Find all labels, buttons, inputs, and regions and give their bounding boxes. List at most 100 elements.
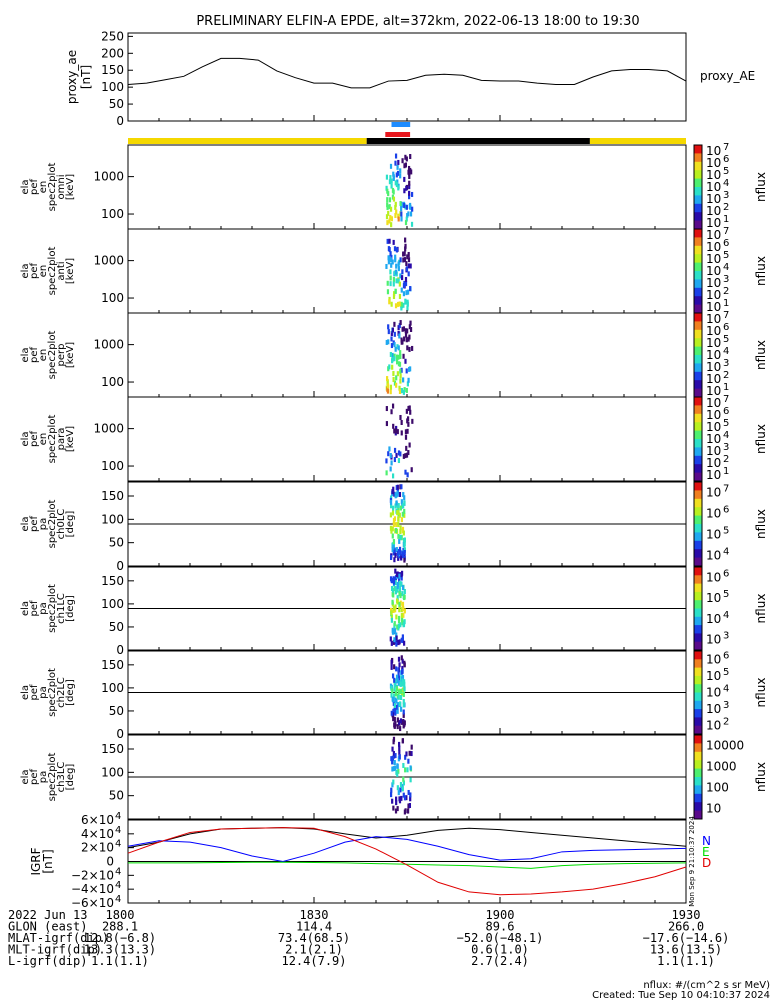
spectrogram-pixel [393, 677, 396, 683]
spectrogram-pixel [394, 257, 397, 263]
spectrogram-pixel [392, 171, 395, 177]
colorbar-segment [694, 735, 702, 744]
spectrogram-pixel [400, 287, 403, 293]
colorbar-tick-label: 10 [706, 144, 721, 158]
spectrogram-pixel [400, 517, 403, 523]
spectrogram-pixel [402, 353, 405, 359]
spectrogram-pixel [401, 634, 404, 640]
spectrogram-pixel [396, 708, 399, 714]
spectrogram-pixel [404, 754, 407, 760]
spectrogram-pixel [408, 184, 411, 190]
colorbar-segment [694, 313, 702, 322]
spectrogram-pixel [403, 640, 406, 646]
spectrogram-pixel [388, 197, 392, 203]
spectrogram-ylabel: ela [20, 179, 31, 194]
spectrogram-pixel [396, 785, 399, 791]
spectrogram-pixel [403, 188, 406, 194]
spectrogram-pixel [392, 376, 395, 382]
spectrogram-pixel [408, 405, 411, 411]
colorbar-tick-exponent: 3 [723, 700, 729, 711]
colorbar-segment [694, 187, 702, 196]
spectrogram-pixel [398, 587, 402, 593]
spectrogram-pixel [399, 350, 402, 356]
spectrogram-pixel [407, 377, 410, 383]
spectrogram-pixel [393, 321, 396, 327]
colorbar-tick-label: 10 [706, 228, 721, 242]
spectrogram-pixel [396, 344, 399, 350]
spectrogram-pixel [404, 243, 407, 249]
colorbar-tick-label: 10 [706, 348, 721, 362]
colorbar-segment [694, 455, 702, 465]
colorbar-segment [694, 600, 702, 609]
spectrogram-pixel [394, 346, 397, 352]
spectrogram-pixel [395, 492, 398, 498]
spectrogram-pixel [396, 806, 399, 812]
spectrogram-pixel [410, 467, 413, 473]
colorbar-tick-exponent: 5 [723, 526, 729, 537]
spectrogram-pixel [393, 686, 396, 692]
spectrogram-pixel [392, 605, 396, 611]
spectrogram-pixel [396, 717, 399, 723]
spectrogram-pixel [399, 354, 402, 360]
spectrogram-pixel [386, 289, 390, 295]
colorbar-tick-label: 10 [706, 507, 721, 521]
spectrogram-pixel [394, 180, 397, 186]
spectrogram-pixel [400, 706, 403, 712]
spectrogram-pixel [396, 763, 399, 769]
spectrogram-pixel [408, 180, 411, 186]
spectrogram-pixel [395, 522, 398, 528]
colorbar-segment [694, 472, 702, 482]
spectrogram-pixel [406, 472, 409, 478]
spectrogram-pixel [389, 512, 392, 518]
spectrogram-pixel [406, 301, 409, 307]
colorbar-segment [694, 793, 702, 803]
colorbar-segment [694, 583, 702, 593]
colorbar-tick-exponent: 2 [723, 454, 729, 465]
spectrogram-pixel [390, 685, 393, 691]
spectrogram-pixel [398, 601, 401, 607]
spectrogram-pixel [400, 388, 404, 394]
spectrogram-pixel [391, 759, 394, 765]
colorbar-tick-exponent: 5 [723, 667, 729, 678]
colorbar-tick-exponent: 4 [723, 262, 729, 273]
colorbar-tick-label: 10 [706, 372, 721, 386]
ae-ytick-label: 150 [101, 63, 124, 77]
spectrogram-pixel [392, 750, 395, 756]
colorbar-tick-exponent: 1 [723, 214, 729, 225]
ae-ytick-label: 50 [109, 97, 124, 111]
spectrogram-pixel [395, 278, 398, 284]
spectrogram-pixel [393, 380, 397, 386]
spectrogram-ytick-label: 100 [101, 512, 124, 526]
spectrogram-pixel [392, 281, 395, 287]
spectrogram-pixel [401, 674, 405, 680]
spectrogram-pixel [403, 203, 406, 209]
spectrogram-pixel [409, 409, 412, 415]
spectrogram-pixel [397, 159, 400, 165]
colorbar-segment [694, 237, 702, 247]
axis-row-value: 2.1(2.1) [285, 943, 343, 957]
spectrogram-ylabel: pef [29, 347, 40, 364]
science-zone-bar [385, 132, 411, 137]
spectrogram-pixel [402, 702, 405, 708]
spectrogram-pixel [391, 526, 394, 532]
axis-row-value: 73.4(68.5) [278, 931, 350, 945]
spectrogram-pixel [406, 418, 409, 424]
spectrogram-pixel [397, 522, 400, 528]
spectrogram-pixel [385, 406, 388, 412]
colorbar-frame [693, 650, 703, 735]
spectrogram-pixel [403, 508, 406, 514]
spectrogram-pixel [388, 179, 392, 185]
spectrogram-pixel [405, 204, 408, 210]
spectrogram-ylabel: spec2plot [47, 500, 58, 549]
spectrogram-pixel [386, 238, 389, 244]
spectrogram-pixel [394, 212, 397, 218]
spectrogram-pixel [389, 384, 393, 390]
spectrogram-pixel [392, 544, 395, 550]
spectrogram-ylabel: pef [29, 263, 40, 280]
colorbar-segment [694, 178, 702, 188]
spectrogram-pixel [397, 450, 401, 456]
colorbar-tick-exponent: 4 [723, 178, 729, 189]
spectrogram-pixel [409, 796, 412, 802]
spectrogram-pixel [396, 581, 399, 587]
spectrogram-pixel [387, 329, 390, 335]
